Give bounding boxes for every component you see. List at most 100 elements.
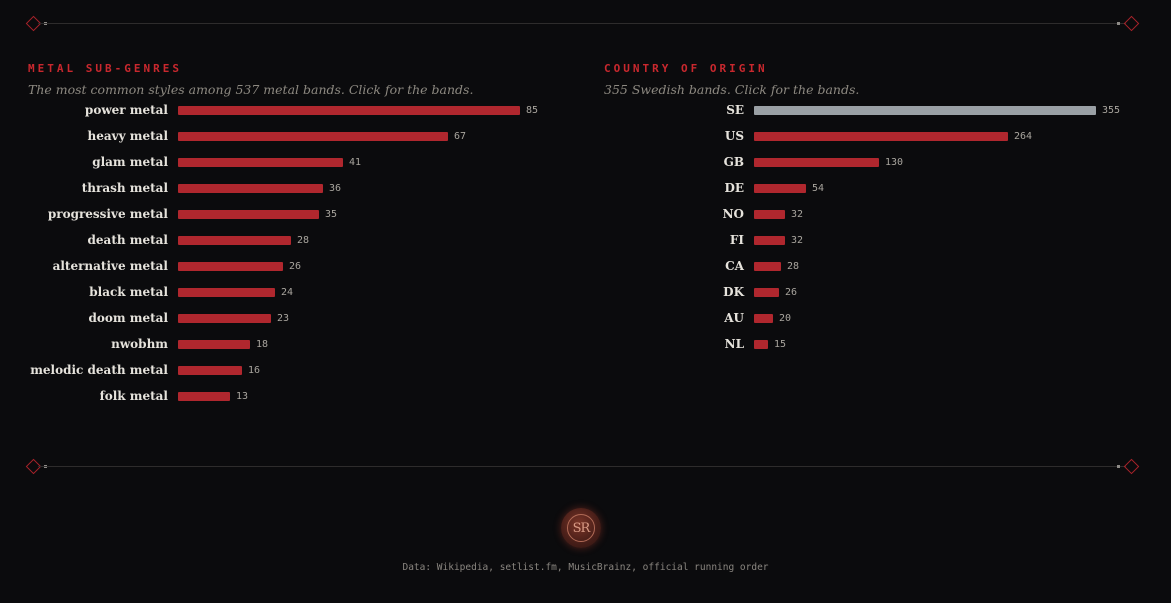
country-label: CA bbox=[725, 259, 744, 273]
country-value-label: 32 bbox=[791, 235, 804, 246]
country-bar[interactable] bbox=[754, 340, 768, 349]
site-logo: SR bbox=[561, 508, 601, 548]
country-value-label: 32 bbox=[791, 209, 804, 220]
countries-panel: COUNTRY OF ORIGIN 355 Swedish bands. Cli… bbox=[604, 62, 1144, 351]
genre-label: melodic death metal bbox=[30, 363, 168, 377]
bar-row[interactable]: AU 20 bbox=[604, 310, 1144, 336]
genre-bar[interactable] bbox=[178, 366, 242, 375]
genre-bar[interactable] bbox=[178, 288, 275, 297]
genres-subtitle: The most common styles among 537 metal b… bbox=[28, 82, 474, 97]
bar-row[interactable]: US 264 bbox=[604, 128, 1144, 154]
diamond-icon bbox=[1123, 15, 1140, 32]
genre-value-label: 24 bbox=[281, 287, 294, 298]
country-label: GB bbox=[723, 155, 744, 169]
country-value-label: 264 bbox=[1014, 131, 1033, 142]
genre-label: thrash metal bbox=[81, 181, 168, 195]
bar-row[interactable]: power metal 85 bbox=[28, 102, 568, 128]
country-bar[interactable] bbox=[754, 132, 1008, 141]
bar-row[interactable]: DK 26 bbox=[604, 284, 1144, 310]
countries-subtitle: 355 Swedish bands. Click for the bands. bbox=[604, 82, 860, 97]
country-value-label: 15 bbox=[774, 339, 787, 350]
genre-value-label: 28 bbox=[297, 235, 310, 246]
genre-label: doom metal bbox=[88, 311, 168, 325]
genre-bar[interactable] bbox=[178, 210, 319, 219]
genre-bar[interactable] bbox=[178, 314, 271, 323]
bar-row[interactable]: FI 32 bbox=[604, 232, 1144, 258]
divider-line bbox=[38, 23, 1126, 24]
genre-bar[interactable] bbox=[178, 158, 343, 167]
bar-row[interactable]: NL 15 bbox=[604, 336, 1144, 362]
bar-row[interactable]: alternative metal 26 bbox=[28, 258, 568, 284]
country-value-label: 20 bbox=[779, 313, 792, 324]
genre-value-label: 26 bbox=[289, 261, 302, 272]
genre-label: death metal bbox=[87, 233, 168, 247]
top-divider bbox=[25, 15, 1140, 32]
genre-value-label: 85 bbox=[526, 105, 539, 116]
genre-value-label: 36 bbox=[329, 183, 342, 194]
country-bar[interactable] bbox=[754, 314, 773, 323]
country-value-label: 28 bbox=[787, 261, 800, 272]
country-value-label: 54 bbox=[812, 183, 825, 194]
country-bar[interactable] bbox=[754, 288, 779, 297]
bar-row[interactable]: progressive metal 35 bbox=[28, 206, 568, 232]
bar-row[interactable]: death metal 28 bbox=[28, 232, 568, 258]
genre-value-label: 35 bbox=[325, 209, 338, 220]
bar-row[interactable]: black metal 24 bbox=[28, 284, 568, 310]
bar-row[interactable]: glam metal 41 bbox=[28, 154, 568, 180]
genre-label: folk metal bbox=[99, 389, 168, 403]
countries-title: COUNTRY OF ORIGIN bbox=[604, 62, 768, 75]
genres-panel: METAL SUB-GENRES The most common styles … bbox=[28, 62, 568, 403]
country-bar[interactable] bbox=[754, 210, 785, 219]
genre-label: heavy metal bbox=[87, 129, 168, 143]
genre-bar[interactable] bbox=[178, 340, 250, 349]
bar-row[interactable]: NO 32 bbox=[604, 206, 1144, 232]
data-credits: Data: Wikipedia, setlist.fm, MusicBrainz… bbox=[402, 562, 769, 573]
divider-dot bbox=[1117, 465, 1120, 468]
genre-label: nwobhm bbox=[111, 337, 168, 351]
bar-row[interactable]: nwobhm 18 bbox=[28, 336, 568, 362]
country-label: AU bbox=[724, 311, 744, 325]
bottom-divider bbox=[25, 458, 1140, 475]
bar-row[interactable]: doom metal 23 bbox=[28, 310, 568, 336]
country-bar[interactable] bbox=[754, 158, 879, 167]
genre-value-label: 41 bbox=[349, 157, 362, 168]
genre-bar[interactable] bbox=[178, 106, 520, 115]
bar-row[interactable]: GB 130 bbox=[604, 154, 1144, 180]
genre-bar[interactable] bbox=[178, 184, 323, 193]
divider-dot bbox=[1117, 22, 1120, 25]
country-label: US bbox=[724, 129, 744, 143]
country-label: DK bbox=[723, 285, 744, 299]
genre-bar[interactable] bbox=[178, 132, 448, 141]
genres-title: METAL SUB-GENRES bbox=[28, 62, 182, 75]
country-bar[interactable] bbox=[754, 236, 785, 245]
bar-row[interactable]: heavy metal 67 bbox=[28, 128, 568, 154]
country-bar[interactable] bbox=[754, 106, 1096, 115]
divider-line bbox=[38, 466, 1126, 467]
genre-bar[interactable] bbox=[178, 262, 283, 271]
logo-monogram: SR bbox=[567, 514, 595, 542]
genre-bar[interactable] bbox=[178, 392, 230, 401]
bar-row[interactable]: DE 54 bbox=[604, 180, 1144, 206]
genre-bar[interactable] bbox=[178, 236, 291, 245]
bar-row[interactable]: melodic death metal 16 bbox=[28, 362, 568, 388]
bar-row[interactable]: thrash metal 36 bbox=[28, 180, 568, 206]
country-value-label: 355 bbox=[1102, 105, 1121, 116]
bar-row[interactable]: CA 28 bbox=[604, 258, 1144, 284]
country-bar[interactable] bbox=[754, 184, 806, 193]
genre-value-label: 13 bbox=[236, 391, 249, 402]
genre-value-label: 23 bbox=[277, 313, 290, 324]
genre-label: alternative metal bbox=[52, 259, 168, 273]
genre-label: black metal bbox=[89, 285, 168, 299]
country-label: DE bbox=[724, 181, 744, 195]
genre-value-label: 67 bbox=[454, 131, 467, 142]
genre-value-label: 18 bbox=[256, 339, 269, 350]
country-value-label: 26 bbox=[785, 287, 798, 298]
bar-row[interactable]: SE 355 bbox=[604, 102, 1144, 128]
country-label: NO bbox=[722, 207, 744, 221]
country-label: SE bbox=[726, 103, 744, 117]
country-value-label: 130 bbox=[885, 157, 904, 168]
genre-label: glam metal bbox=[92, 155, 168, 169]
country-bar[interactable] bbox=[754, 262, 781, 271]
country-label: FI bbox=[729, 233, 744, 247]
bar-row[interactable]: folk metal 13 bbox=[28, 388, 568, 414]
